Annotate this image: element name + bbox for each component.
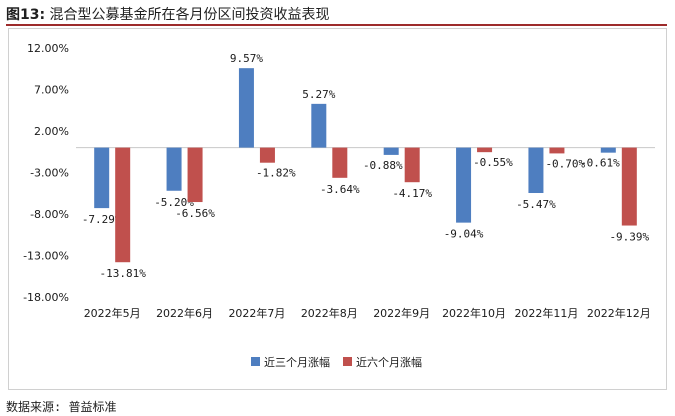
figure-title: 混合型公募基金所在各月份区间投资收益表现 xyxy=(49,7,330,23)
bar-three-month xyxy=(238,68,254,148)
bar-three-month xyxy=(600,147,616,153)
bar-six-month xyxy=(477,147,493,153)
data-label: -5.47% xyxy=(516,198,556,211)
bar-three-month xyxy=(528,147,544,194)
data-label: -0.88% xyxy=(363,159,403,172)
data-label: -7.29% xyxy=(82,213,122,226)
bar-six-month xyxy=(404,147,420,183)
y-tick-label: 7.00% xyxy=(34,84,69,97)
data-label: 5.27% xyxy=(302,88,335,101)
y-tick-label: 12.00% xyxy=(27,42,69,55)
title-divider xyxy=(6,24,667,26)
data-label: -9.04% xyxy=(444,228,484,241)
legend: 近三个月涨幅 近六个月涨幅 xyxy=(251,356,422,369)
figure-label: 图13: xyxy=(6,7,46,23)
bar-six-month xyxy=(115,147,131,263)
data-label: -3.64% xyxy=(320,183,360,196)
bar-six-month xyxy=(549,147,565,154)
data-label: -6.56% xyxy=(175,207,215,220)
legend-label: 近三个月涨幅 xyxy=(264,356,330,369)
bar-six-month xyxy=(187,147,203,203)
chart-title: 图13: 混合型公募基金所在各月份区间投资收益表现 xyxy=(6,4,330,24)
y-tick-label: -13.00% xyxy=(23,250,69,263)
bar-three-month xyxy=(94,147,110,209)
x-tick-label: 2022年7月 xyxy=(228,306,285,320)
data-label: -0.55% xyxy=(473,156,513,169)
bar-three-month xyxy=(166,147,182,191)
x-tick-label: 2022年10月 xyxy=(442,306,506,320)
data-label: 9.57% xyxy=(230,52,263,65)
legend-label: 近六个月涨幅 xyxy=(356,356,422,369)
bar-six-month xyxy=(332,147,348,178)
x-tick-label: 2022年9月 xyxy=(373,306,430,320)
x-tick-label: 2022年5月 xyxy=(84,306,141,320)
bar-three-month xyxy=(311,103,327,148)
y-tick-label: -3.00% xyxy=(30,167,69,180)
data-source: 数据来源: 普益标准 xyxy=(6,400,117,414)
bar-six-month xyxy=(259,147,275,163)
x-tick-label: 2022年6月 xyxy=(156,306,213,320)
chart-frame xyxy=(8,28,667,390)
data-label: -9.39% xyxy=(609,231,649,244)
data-label: -0.70% xyxy=(545,157,585,170)
data-label: -1.82% xyxy=(256,167,296,180)
bar-three-month xyxy=(456,147,472,223)
x-tick-label: 2022年8月 xyxy=(301,306,358,320)
data-label: -13.81% xyxy=(100,267,147,280)
legend-swatch xyxy=(251,357,260,366)
bar-three-month xyxy=(383,147,399,155)
data-label: -0.61% xyxy=(580,157,620,170)
legend-swatch xyxy=(343,357,352,366)
data-label: -5.20% xyxy=(154,196,194,209)
y-tick-label: 2.00% xyxy=(34,125,69,138)
y-tick-label: -18.00% xyxy=(23,291,69,304)
x-tick-label: 2022年11月 xyxy=(514,306,578,320)
y-tick-label: -8.00% xyxy=(30,208,69,221)
data-label: -4.17% xyxy=(392,187,432,200)
x-tick-label: 2022年12月 xyxy=(587,306,651,320)
bar-six-month xyxy=(621,147,637,226)
